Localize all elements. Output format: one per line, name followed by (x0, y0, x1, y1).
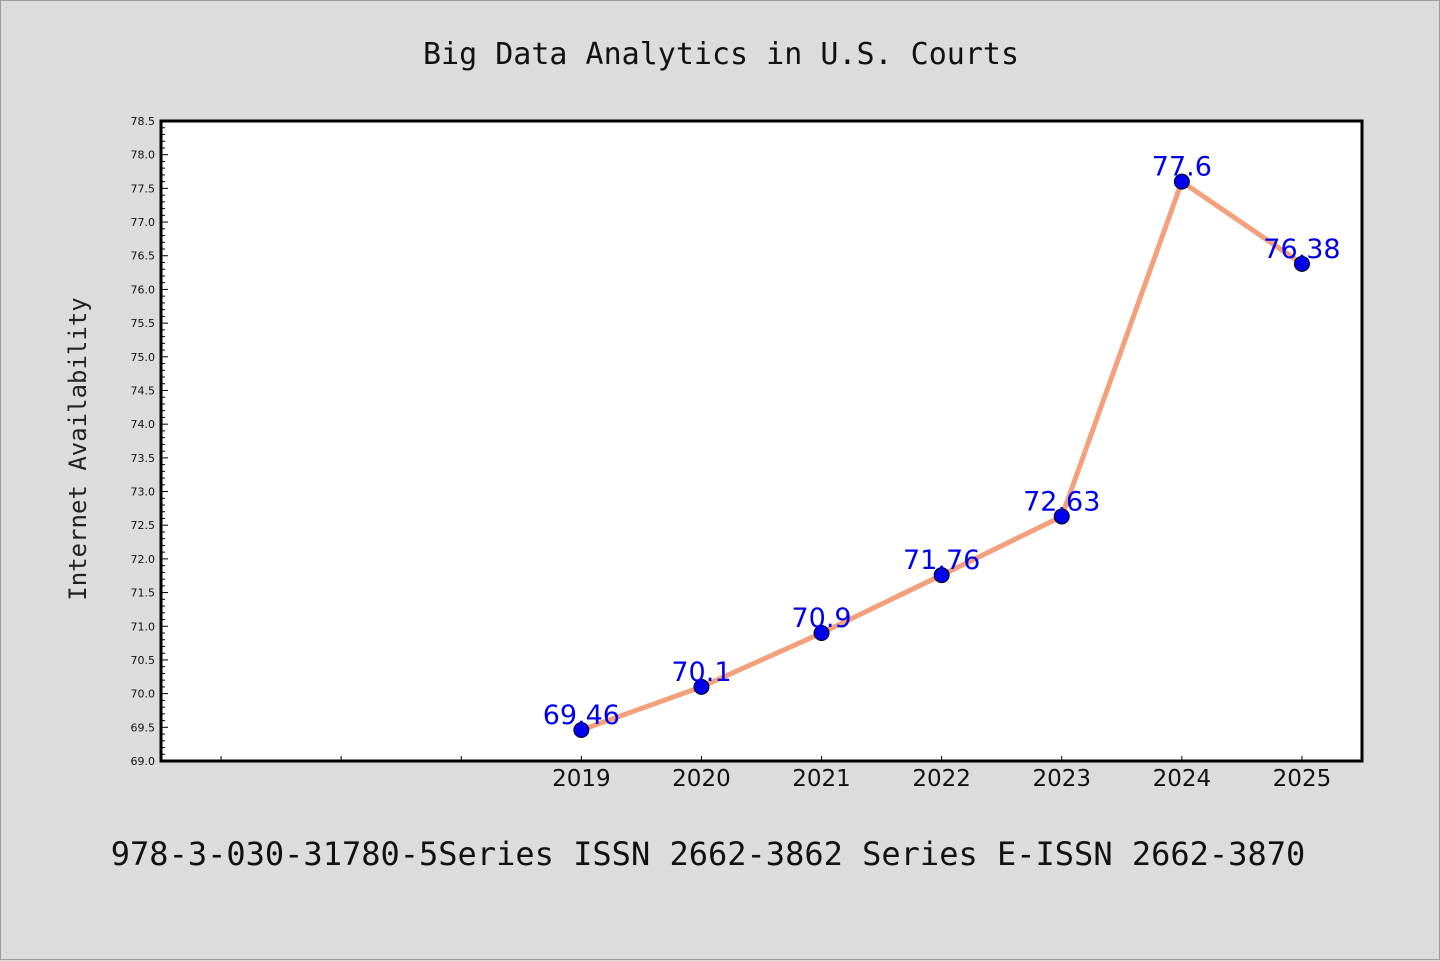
x-tick-label: 2019 (552, 766, 611, 792)
y-axis-ticks: 69.0 69.5 70.0 70.5 71.0 71.5 72.0 72.5 73.0 73.5… (131, 115, 168, 768)
y-tick-label: 72.0 (131, 553, 156, 566)
data-labels: 69.46 70.1 70.9 71.76 72.63 77.6 76.38 (543, 152, 1341, 731)
x-tick-label: 2024 (1153, 766, 1212, 792)
data-label: 70.9 (791, 603, 851, 634)
y-tick-label: 76.5 (131, 250, 156, 263)
y-tick-label: 73.5 (131, 452, 156, 465)
data-label: 72.63 (1023, 486, 1100, 517)
y-tick-label: 75.0 (131, 351, 156, 364)
data-label: 77.6 (1152, 152, 1212, 183)
chart-title: Big Data Analytics in U.S. Courts (423, 37, 1019, 72)
data-point (1293, 255, 1310, 272)
y-tick-label: 70.0 (131, 688, 156, 701)
data-label: 70.1 (671, 657, 731, 688)
x-axis-ticks: 2019 2020 2021 2022 2023 2024 2025 (220, 756, 1332, 792)
x-tick-label: 2025 (1273, 766, 1332, 792)
data-point (933, 567, 950, 584)
y-tick-label: 71.0 (131, 620, 156, 633)
y-tick-label: 73.0 (131, 486, 156, 499)
data-point (813, 625, 830, 641)
data-label: 76.38 (1263, 234, 1340, 265)
y-tick-label: 77.0 (131, 216, 156, 229)
data-point (1053, 508, 1070, 525)
data-point (573, 722, 590, 739)
data-point (1173, 173, 1190, 190)
data-markers (573, 173, 1310, 739)
x-tick-label: 2022 (912, 766, 971, 792)
y-tick-label: 75.5 (131, 317, 156, 330)
y-tick-label: 78.5 (131, 115, 156, 128)
y-tick-label: 71.5 (131, 587, 156, 600)
y-tick-label: 69.5 (131, 721, 156, 734)
x-tick-label: 2020 (672, 766, 731, 792)
x-tick-label: 2023 (1032, 766, 1091, 792)
y-tick-label: 76.0 (131, 283, 156, 296)
y-tick-label: 74.0 (131, 418, 156, 431)
y-tick-label: 77.5 (131, 182, 156, 195)
footer-isbn-text: 978-3-030-31780-5Series ISSN 2662-3862 S… (111, 835, 1305, 873)
data-label: 69.46 (543, 700, 620, 731)
y-tick-label: 70.5 (131, 654, 156, 667)
y-tick-label: 72.5 (131, 519, 156, 532)
data-label: 71.76 (903, 545, 980, 576)
x-tick-label: 2021 (792, 766, 851, 792)
y-tick-label: 74.5 (131, 384, 156, 397)
plot-area (159, 119, 1364, 763)
y-tick-label: 69.0 (131, 755, 156, 768)
y-axis-label: Internet Availability (64, 297, 92, 600)
y-tick-label: 78.0 (131, 149, 156, 162)
data-point (693, 678, 710, 695)
